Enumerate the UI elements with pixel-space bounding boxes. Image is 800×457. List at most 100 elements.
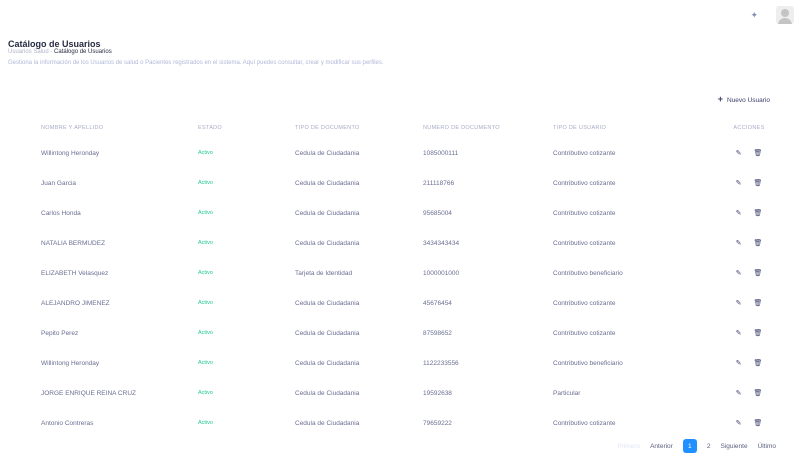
status-badge: Activo — [198, 180, 213, 186]
document-number: 3434343434 — [423, 239, 460, 247]
breadcrumb-current: Catálogo de Usuarios — [54, 49, 112, 55]
table-row: ELIZABETH Velasquez Activo Tarjeta de Iden… — [30, 258, 780, 288]
row-actions: ✎ 🗑 — [718, 258, 780, 288]
edit-icon[interactable]: ✎ — [735, 180, 742, 187]
document-type: Cedula de Ciudadania — [295, 389, 360, 397]
user-name: Carlos Honda — [41, 209, 81, 217]
table-row: NATALIA BERMUDEZ Activo Cedula de Ciudadan… — [30, 228, 780, 258]
document-type: Cedula de Ciudadania — [295, 419, 360, 427]
delete-icon[interactable]: 🗑 — [753, 240, 763, 247]
table-row: Carlos Honda Activo Cedula de Ciudadania 95… — [30, 198, 780, 228]
delete-icon[interactable]: 🗑 — [753, 300, 763, 307]
edit-icon[interactable]: ✎ — [735, 330, 742, 337]
page-2-button[interactable]: 2 — [706, 442, 711, 450]
breadcrumb-item[interactable]: Usuarios Salud — [8, 49, 49, 55]
breadcrumb-separator: - — [50, 49, 53, 55]
document-number: 79659222 — [423, 419, 452, 427]
new-user-button[interactable]: + Nuevo Usuario — [718, 94, 770, 104]
document-number: 211118766 — [423, 179, 455, 187]
document-type: Cedula de Ciudadania — [295, 299, 360, 307]
user-type: Contributivo beneficiario — [553, 359, 623, 367]
delete-icon[interactable]: 🗑 — [753, 360, 763, 367]
user-type: Contributivo cotizante — [553, 329, 616, 337]
column-header: TIPO DE DOCUMENTO — [295, 125, 360, 131]
edit-icon[interactable]: ✎ — [735, 420, 742, 427]
row-actions: ✎ 🗑 — [718, 198, 780, 228]
header-icons: ✦ — [750, 6, 794, 24]
user-name: Antonio Contreras — [41, 419, 94, 427]
document-type: Tarjeta de Identidad — [295, 269, 353, 277]
column-header: NOMBRE Y APELLIDO — [41, 125, 104, 131]
document-type: Cedula de Ciudadania — [295, 359, 360, 367]
user-name: JORGE ENRIQUE REINA CRUZ — [41, 389, 136, 397]
next-page-button[interactable]: Siguiente — [720, 442, 748, 450]
document-number: 87598652 — [423, 329, 452, 337]
status-badge: Activo — [198, 330, 213, 336]
status-badge: Activo — [198, 270, 213, 276]
user-name: Willintong Heronday — [41, 149, 100, 157]
breadcrumb: Usuarios Salud - Catálogo de Usuarios — [8, 49, 112, 55]
row-actions: ✎ 🗑 — [718, 288, 780, 318]
edit-icon[interactable]: ✎ — [735, 240, 742, 247]
table-row: Willintong Heronday Activo Cedula de Ciuda… — [30, 138, 780, 168]
delete-icon[interactable]: 🗑 — [753, 150, 763, 157]
user-name: Juan Garcia — [41, 179, 77, 187]
row-actions: ✎ 🗑 — [718, 138, 780, 168]
user-type: Particular — [553, 389, 581, 397]
delete-icon[interactable]: 🗑 — [753, 210, 763, 217]
delete-icon[interactable]: 🗑 — [753, 420, 763, 427]
status-badge: Activo — [198, 150, 213, 156]
status-badge: Activo — [198, 420, 213, 426]
document-number: 1085000111 — [423, 149, 459, 157]
user-type: Contributivo cotizante — [553, 179, 616, 187]
avatar[interactable] — [776, 6, 794, 24]
edit-icon[interactable]: ✎ — [735, 210, 742, 217]
user-type: Contributivo cotizante — [553, 299, 616, 307]
first-page-button[interactable]: Primero — [617, 442, 641, 450]
table-row: Juan Garcia Activo Cedula de Ciudadania 211… — [30, 168, 780, 198]
status-badge: Activo — [198, 300, 213, 306]
delete-icon[interactable]: 🗑 — [753, 330, 763, 337]
status-badge: Activo — [198, 210, 213, 216]
delete-icon[interactable]: 🗑 — [753, 180, 763, 187]
document-type: Cedula de Ciudadania — [295, 209, 360, 217]
user-name: ALEJANDRO JIMENEZ — [41, 299, 110, 307]
last-page-button[interactable]: Último — [757, 442, 776, 450]
table-row: Antonio Contreras Activo Cedula de Ciudada… — [30, 408, 780, 438]
document-number: 1122233556 — [423, 359, 459, 367]
table-row: Willintong Heronday Activo Cedula de Ciuda… — [30, 348, 780, 378]
pagination: Primero Anterior 1 2 Siguiente Último — [617, 439, 776, 453]
user-name: NATALIA BERMUDEZ — [41, 239, 106, 247]
user-type: Contributivo cotizante — [553, 419, 616, 427]
table-row: ALEJANDRO JIMENEZ Activo Cedula de Ciudada… — [30, 288, 780, 318]
prev-page-button[interactable]: Anterior — [650, 442, 673, 450]
table-row: Pepito Perez Activo Cedula de Ciudadania 87… — [30, 318, 780, 348]
page-title: Catálogo de Usuarios — [8, 39, 101, 49]
user-type: Contributivo beneficiario — [553, 269, 623, 277]
document-type: Cedula de Ciudadania — [295, 149, 360, 157]
user-type: Contributivo cotizante — [553, 149, 616, 157]
status-badge: Activo — [198, 360, 213, 366]
edit-icon[interactable]: ✎ — [735, 300, 742, 307]
row-actions: ✎ 🗑 — [718, 318, 780, 348]
user-type: Contributivo cotizante — [553, 239, 616, 247]
plus-icon: + — [717, 94, 723, 104]
delete-icon[interactable]: 🗑 — [753, 270, 763, 277]
page-1-button[interactable]: 1 — [682, 439, 697, 453]
delete-icon[interactable]: 🗑 — [753, 390, 763, 397]
column-header: TIPO DE USUARIO — [553, 125, 607, 131]
edit-icon[interactable]: ✎ — [735, 390, 742, 397]
document-number: 19592638 — [423, 389, 452, 397]
row-actions: ✎ 🗑 — [718, 348, 780, 378]
user-name: ELIZABETH Velasquez — [41, 269, 109, 277]
page-description: Gestiona la información de los Usuarios … — [8, 60, 384, 66]
document-number: 45676454 — [423, 299, 452, 307]
row-actions: ✎ 🗑 — [718, 168, 780, 198]
edit-icon[interactable]: ✎ — [735, 360, 742, 367]
edit-icon[interactable]: ✎ — [735, 150, 742, 157]
edit-icon[interactable]: ✎ — [735, 270, 742, 277]
theme-toggle-icon[interactable]: ✦ — [750, 9, 758, 20]
user-name: Willintong Heronday — [41, 359, 100, 367]
user-name: Pepito Perez — [41, 329, 79, 337]
column-header: ESTADO — [198, 125, 223, 131]
